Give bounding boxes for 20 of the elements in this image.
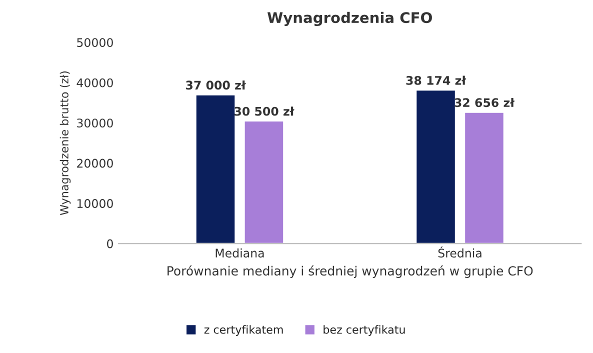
x-tick-label: Mediana xyxy=(216,248,264,258)
bar xyxy=(243,120,284,244)
y-tick-label: 10000 xyxy=(77,199,113,208)
bar xyxy=(415,89,456,244)
data-label: 38 174 zł xyxy=(406,76,466,85)
chart-title: Wynagrodzenia CFO xyxy=(267,12,432,26)
x-tick-label: Średnia xyxy=(438,246,482,258)
data-label: 30 500 zł xyxy=(234,106,294,116)
y-tick-label: 30000 xyxy=(77,118,113,128)
legend-label: z certyfikatem xyxy=(204,325,283,336)
y-tick-label: 50000 xyxy=(77,38,113,48)
data-label: 37 000 zł xyxy=(186,80,246,90)
y-axis-title: Wynagrodzenie brutto (zł) xyxy=(60,71,71,216)
bar xyxy=(464,111,505,244)
x-axis-title: Porównanie mediany i średniej wynagrodzeń w grupie CFO xyxy=(168,265,533,278)
y-tick-label: 0 xyxy=(107,239,113,248)
y-tick-label: 20000 xyxy=(77,158,113,168)
legend-label: bez certyfikatu xyxy=(324,325,405,336)
bar xyxy=(194,94,236,244)
y-tick-label: 40000 xyxy=(76,78,113,88)
